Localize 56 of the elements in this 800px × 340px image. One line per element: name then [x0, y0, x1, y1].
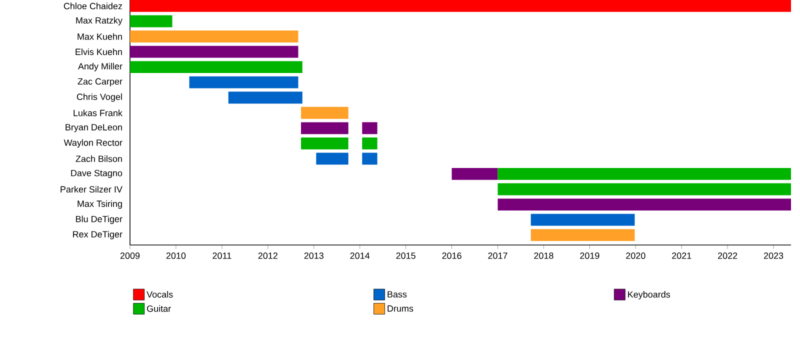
x-tick-label: 2014 [350, 252, 370, 259]
y-tick-label: Lukas Frank [74, 110, 122, 116]
x-tick-label: 2019 [580, 252, 600, 259]
x-tick-label: 2010 [166, 252, 186, 259]
y-tick-label: Max Kuehn [78, 33, 122, 40]
y-tick-label: Chloe Chaidez [64, 2, 122, 10]
bar [130, 30, 298, 42]
y-tick-label: Waylon Rector [64, 139, 122, 148]
x-tick-label: 2009 [120, 252, 140, 259]
y-tick-label: Max Ratzky [76, 17, 122, 26]
x-tick-label: 2018 [534, 252, 554, 259]
bar [530, 229, 635, 242]
bar [362, 122, 378, 134]
x-tick-label: 2012 [258, 252, 278, 259]
x-tick-label: 2017 [488, 252, 508, 259]
bar [530, 214, 635, 226]
legend-label: Guitar [147, 305, 171, 312]
bar [301, 106, 348, 119]
y-tick-label: Andy Miller [78, 62, 122, 72]
y-tick-label: Zac Carper [78, 78, 122, 86]
bar [228, 92, 302, 104]
y-tick-label: Elvis Kuehn [76, 48, 122, 56]
legend-label: Bass [388, 291, 407, 298]
x-tick-label: 2023 [764, 252, 784, 259]
bar [362, 152, 378, 165]
x-tick-label: 2020 [626, 252, 646, 259]
x-tick-label: 2015 [396, 252, 416, 259]
y-tick-label: Dave Stagno [71, 170, 122, 178]
y-tick-label: Parker Silzer IV [60, 186, 122, 193]
bar [316, 152, 348, 165]
bar [301, 122, 348, 134]
bar [130, 0, 792, 12]
bar [498, 198, 792, 210]
x-tick-label: 2022 [718, 252, 738, 259]
bar [362, 137, 378, 150]
bar [452, 168, 498, 180]
legend-label: Keyboards [628, 291, 670, 300]
y-tick-label: Blu DeTiger [76, 216, 122, 224]
bar [189, 76, 298, 88]
y-tick-label: Zach Bilson [76, 155, 122, 162]
x-tick-label: 2021 [672, 252, 692, 259]
bar [130, 61, 302, 74]
x-tick-label: 2011 [212, 252, 232, 259]
y-tick-label: Rex DeTiger [73, 230, 122, 240]
bar [130, 15, 172, 28]
y-tick-label: Chris Vogel [76, 93, 122, 102]
bar [498, 168, 792, 180]
legend-label: Vocals [146, 291, 173, 298]
y-tick-label: Bryan DeLeon [66, 124, 122, 132]
x-tick-label: 2016 [442, 252, 462, 259]
bar [301, 137, 348, 150]
bar [498, 183, 792, 196]
x-tick-label: 2013 [304, 252, 324, 259]
bar [130, 46, 298, 58]
y-tick-label: Max Tsiring [78, 200, 122, 209]
legend-label: Drums [388, 305, 414, 312]
